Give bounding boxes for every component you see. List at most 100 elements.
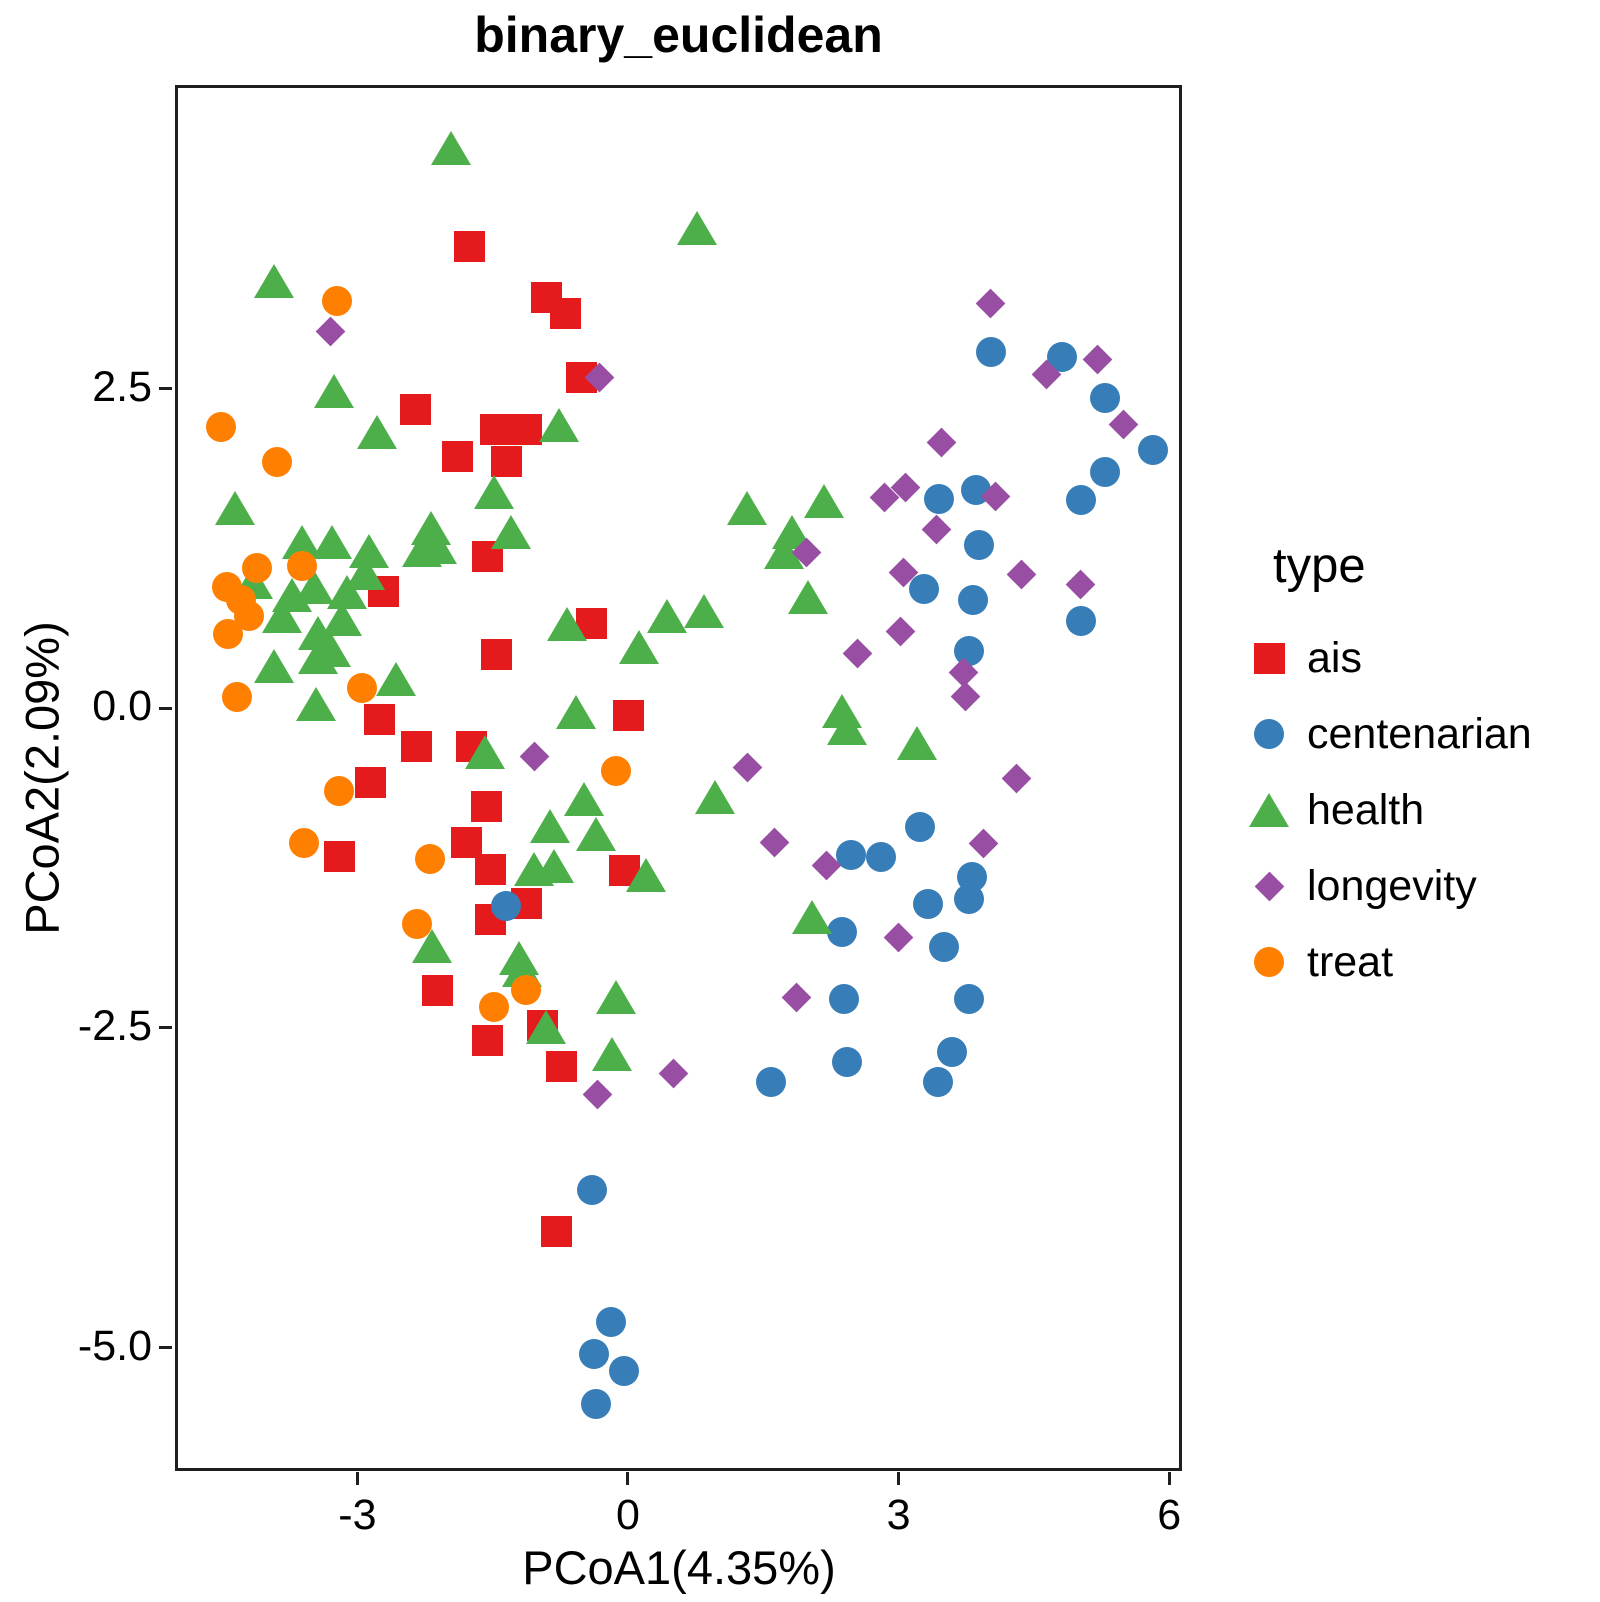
point-treat [206,412,237,443]
point-centenarian [936,1037,967,1068]
legend-item-longevity: longevity [1243,848,1532,924]
point-longevity [519,742,550,772]
point-centenarian [491,891,522,922]
point-health [791,899,832,934]
legend-label: treat [1307,937,1394,986]
x-axis-title: PCoA1(4.35%) [522,1541,836,1594]
y-axis-tick [159,706,172,710]
point-health [695,779,736,814]
point-ais [422,975,454,1007]
point-ais [451,827,483,859]
point-centenarian [578,1338,609,1369]
y-tick-label: 0.0 [92,682,152,731]
point-health [464,734,505,769]
y-axis-tick [159,1026,172,1030]
point-health [525,1009,566,1044]
point-health [254,649,295,684]
point-ais [363,704,395,736]
legend-item-centenarian: centenarian [1243,696,1532,772]
x-tick-label: -3 [338,1491,377,1539]
point-centenarian [581,1388,612,1419]
point-centenarian [865,841,896,872]
point-treat [242,552,273,583]
point-ais [323,841,355,873]
point-longevity [842,638,872,669]
point-longevity [921,514,952,545]
circle-icon [1243,708,1295,760]
legend-label: health [1307,785,1425,834]
point-health [576,816,617,851]
legend-item-health: health [1243,772,1532,848]
legend-item-treat: treat [1243,924,1532,1000]
point-centenarian [923,1066,954,1097]
point-centenarian [924,483,955,514]
x-tick-label: 0 [616,1491,640,1539]
point-health [788,580,829,615]
point-health [312,525,353,560]
x-tick-label: 3 [886,1491,911,1539]
point-treat [414,844,445,875]
point-longevity [950,681,981,712]
point-treat [289,827,320,858]
x-tick-label: 6 [1157,1491,1182,1539]
point-health [431,131,472,166]
point-treat [321,285,352,316]
point-centenarian [1065,606,1096,637]
point-ais [545,1050,577,1082]
point-health [563,782,604,817]
point-ais [510,414,542,446]
point-health [474,475,515,510]
point-longevity [927,427,957,458]
legend-title: type [1273,539,1366,593]
point-longevity [1108,409,1139,440]
point-health [727,490,768,525]
square-icon [1243,632,1295,684]
point-centenarian [976,336,1007,367]
point-health [626,857,667,892]
point-centenarian [908,574,939,605]
point-centenarian [963,529,994,560]
y-tick-label: -5.0 [77,1321,152,1370]
y-axis-tick [159,387,172,391]
point-health [322,601,363,636]
point-ais [355,766,387,798]
point-health [295,687,336,722]
point-ais [442,440,473,472]
point-health [546,606,587,641]
point-longevity [315,316,346,347]
point-longevity [968,828,999,859]
y-tick-label: -2.5 [77,1001,152,1050]
point-health [591,1036,632,1071]
point-longevity [759,827,789,858]
point-treat [346,672,377,703]
point-centenarian [1090,382,1121,413]
point-ais [480,639,512,671]
point-health [261,599,302,634]
point-longevity [1065,569,1096,600]
y-tick-label: 2.5 [92,362,152,411]
point-centenarian [755,1066,786,1097]
point-health [618,629,659,664]
point-health [529,808,570,843]
point-ais [479,414,511,446]
point-ais [471,1025,503,1057]
legend-label: longevity [1307,861,1477,910]
point-health [803,484,844,519]
point-longevity [781,982,812,1013]
x-axis-tick [626,1472,630,1485]
point-health [555,695,596,730]
y-axis-title: PCoA2(2.09%) [15,621,69,935]
point-health [490,514,531,549]
point-centenarian [828,983,859,1014]
point-centenarian [913,888,944,919]
point-ais [399,393,431,425]
y-axis-tick [159,1346,172,1350]
point-longevity [975,288,1006,318]
point-treat [324,776,355,807]
point-health [596,980,637,1015]
point-ais [453,231,485,263]
point-centenarian [953,983,984,1014]
legend-label: centenarian [1307,709,1532,758]
point-longevity [1082,344,1112,375]
